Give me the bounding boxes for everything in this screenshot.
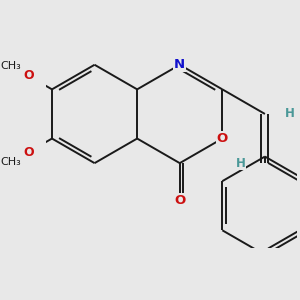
Text: O: O <box>23 69 34 82</box>
Text: O: O <box>217 132 228 145</box>
Text: H: H <box>236 157 245 169</box>
Text: O: O <box>23 146 34 159</box>
Text: CH₃: CH₃ <box>0 61 21 71</box>
Text: O: O <box>174 194 185 206</box>
Text: H: H <box>285 107 295 121</box>
Text: N: N <box>174 58 185 71</box>
Text: CH₃: CH₃ <box>0 157 21 167</box>
